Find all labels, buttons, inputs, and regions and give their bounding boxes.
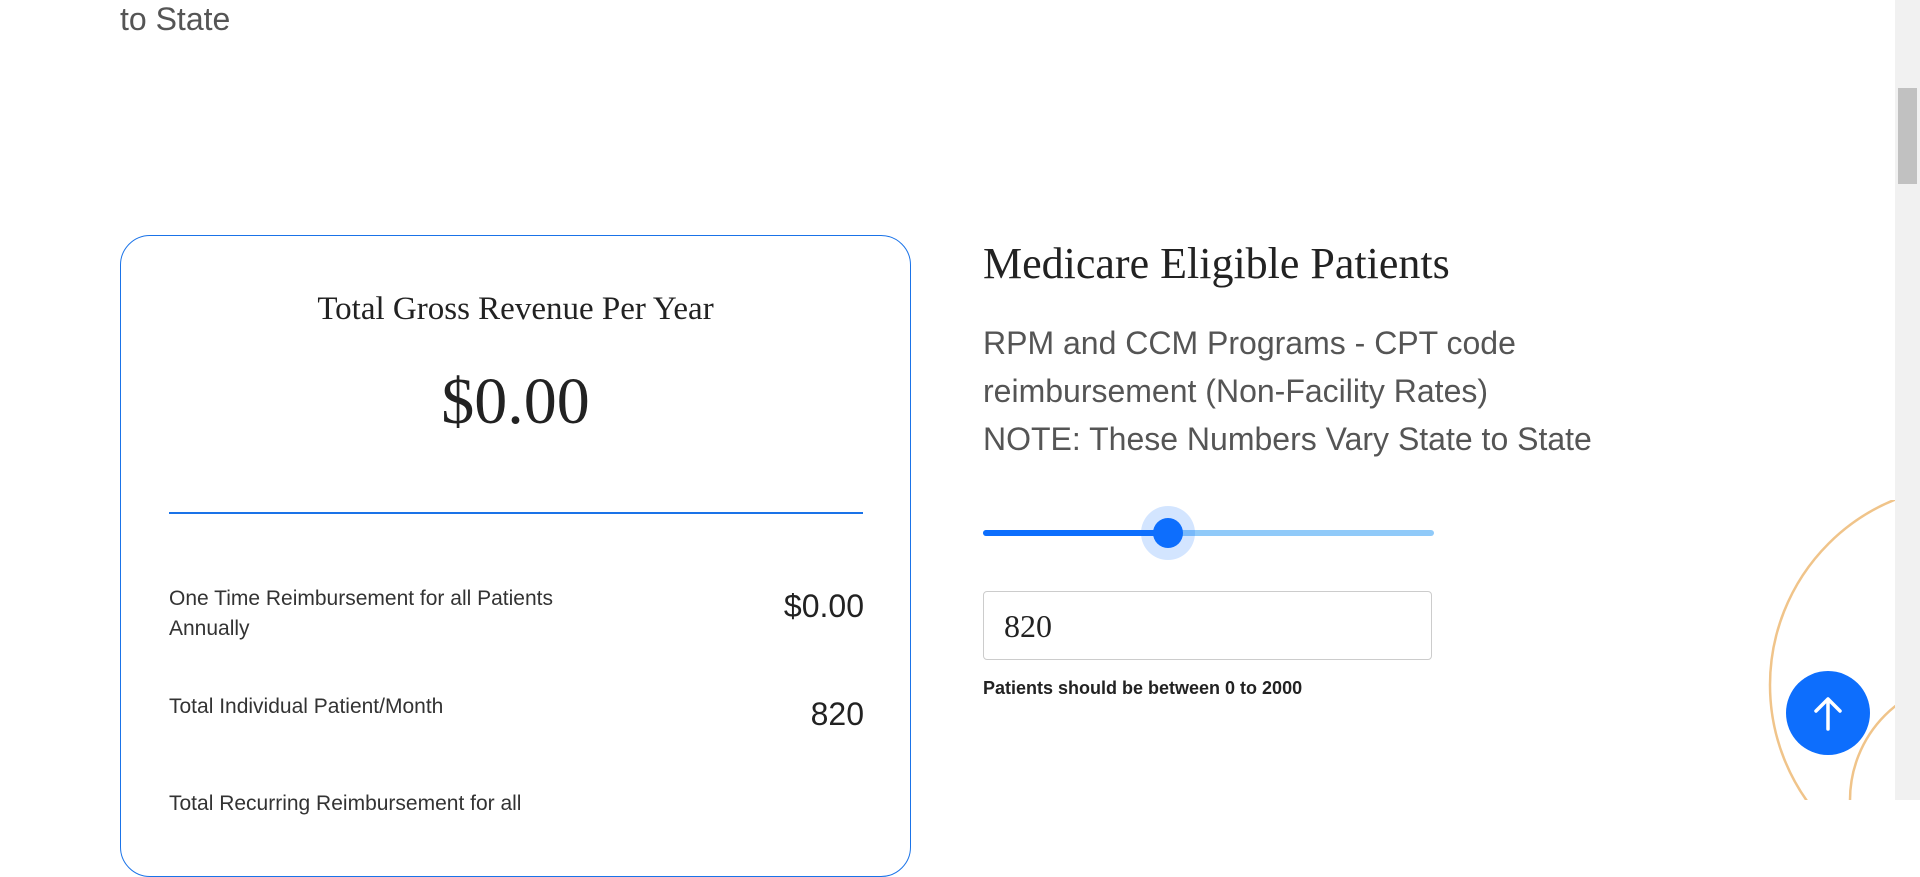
page: to State Total Gross Revenue Per Year $0…	[120, 0, 1920, 877]
row-value: 820	[810, 696, 864, 732]
decoration	[1768, 500, 1895, 800]
scroll-top-button[interactable]	[1786, 671, 1870, 755]
scrollbar-thumb[interactable]	[1898, 88, 1917, 184]
slider-thumb[interactable]	[1153, 518, 1183, 548]
patients-input[interactable]: 820	[983, 591, 1432, 660]
card-total: $0.00	[441, 365, 590, 438]
heading-fragment: to State	[120, 1, 231, 37]
revenue-card: Total Gross Revenue Per Year $0.00 One T…	[120, 235, 911, 877]
row-label: Total Recurring Reimbursement for all	[169, 792, 522, 815]
panel-description: RPM and CCM Programs - CPT code reimburs…	[983, 319, 1592, 463]
row-value: $0.00	[783, 588, 864, 624]
row-label: Total Individual Patient/Month	[169, 695, 444, 718]
description-line: reimbursement (Non-Facility Rates)	[983, 373, 1489, 409]
input-hint: Patients should be between 0 to 2000	[983, 678, 1303, 698]
card-title: Total Gross Revenue Per Year	[317, 291, 714, 327]
description-line: RPM and CCM Programs - CPT code	[983, 325, 1516, 361]
arrow-icon	[1814, 697, 1842, 731]
row-label: One Time Reimbursement for all Patients …	[169, 587, 553, 640]
description-line: NOTE: These Numbers Vary State to State	[983, 421, 1592, 457]
divider	[169, 512, 863, 514]
panel-title: Medicare Eligible Patients	[983, 239, 1450, 288]
slider-fill	[983, 530, 1168, 536]
slider-track[interactable]	[983, 530, 1434, 536]
